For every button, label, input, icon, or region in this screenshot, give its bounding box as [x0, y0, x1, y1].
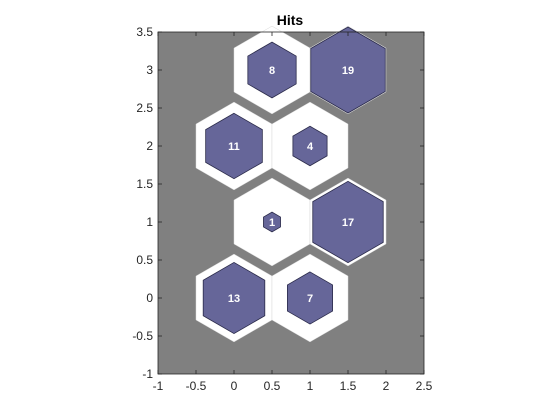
x-tick-label: 2.5: [416, 379, 433, 393]
x-tick-label: -1: [153, 379, 164, 393]
hit-count-label: 7: [307, 293, 313, 305]
y-tick-label: 0: [146, 291, 153, 305]
x-tick-label: 0: [231, 379, 238, 393]
y-tick-label: -1: [142, 367, 153, 381]
y-tick-label: 2: [146, 139, 153, 153]
hit-marker: [310, 26, 386, 114]
hit-count-label: 1: [269, 217, 275, 229]
hit-count-label: 4: [307, 141, 314, 153]
x-tick-label: 1.5: [340, 379, 357, 393]
y-tick-label: 1.5: [136, 177, 153, 191]
axes-box: [157, 31, 425, 375]
hit-marker: [247, 41, 297, 99]
y-tick-label: 3: [146, 63, 153, 77]
x-tick-label: 1: [307, 379, 314, 393]
hit-marker: [312, 180, 384, 264]
hit-count-label: 19: [342, 65, 354, 77]
hit-marker: [286, 271, 334, 325]
y-tick-label: -0.5: [132, 329, 153, 343]
x-tick-label: 2: [383, 379, 390, 393]
hit-count-label: 8: [269, 65, 275, 77]
hit-count-label: 11: [228, 141, 240, 153]
hit-marker: [205, 112, 263, 180]
chart-title: Hits: [277, 12, 304, 28]
y-tick-label: 3.5: [136, 25, 153, 39]
hit-count-label: 17: [342, 217, 354, 229]
hit-marker: [292, 125, 328, 167]
hit-marker: [263, 211, 281, 233]
x-tick-label: 0.5: [264, 379, 281, 393]
y-tick-label: 0.5: [136, 253, 153, 267]
hit-marker: [202, 261, 266, 335]
y-tick-label: 1: [146, 215, 153, 229]
cells-layer: 13 7 1 17 11 4 8 19: [195, 25, 387, 343]
x-tick-label: -0.5: [186, 379, 207, 393]
axes-layer: -1 -0.5 0 0.5 1 1.5 2 2.5 -1 -0.5 0 0.5 1 1.5 2 2.5 3 3.5: [132, 25, 432, 393]
y-tick-label: 2.5: [136, 101, 153, 115]
hit-count-label: 13: [228, 293, 240, 305]
